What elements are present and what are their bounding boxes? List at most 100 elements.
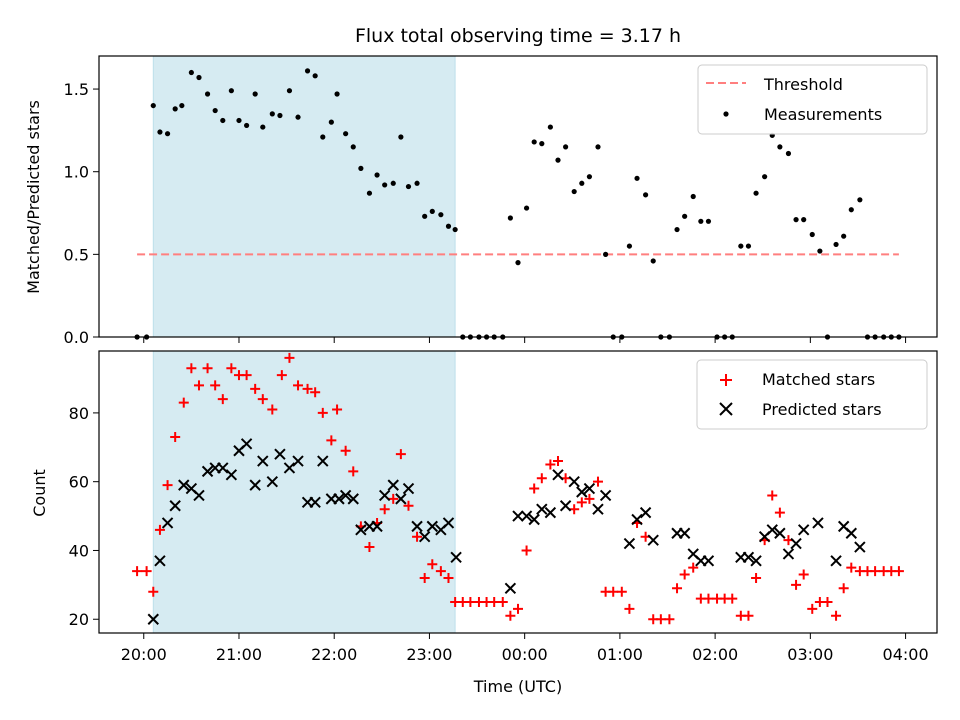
matched-star-point — [576, 497, 587, 508]
predicted-star-point — [845, 527, 858, 539]
predicted-star-point — [426, 520, 439, 533]
bottom-panel: 20 40 60 80 20:00 21:00 22:00 23:00 00:00 01:00 0… — [30, 350, 938, 696]
predicted-star-point — [520, 510, 533, 522]
predicted-star-point — [387, 479, 399, 491]
measurement-point — [220, 117, 226, 124]
measurement-point — [422, 213, 428, 219]
measurement-point — [196, 74, 202, 81]
matched-star-point — [831, 610, 842, 621]
predicted-star-point — [528, 513, 540, 526]
measurement-point — [366, 190, 373, 196]
measurement-point — [848, 207, 854, 213]
measurement-point — [236, 117, 242, 124]
matched-star-point — [326, 435, 337, 446]
measurement-point — [507, 215, 513, 221]
matched-star-point — [672, 583, 683, 594]
measurement-point — [634, 175, 640, 181]
measurement-point — [547, 124, 553, 130]
matched-star-point — [317, 407, 328, 418]
matched-star-point — [584, 493, 595, 504]
measurement-point — [753, 190, 759, 196]
matched-star-point — [893, 566, 904, 577]
matched-star-point — [443, 572, 454, 583]
measurement-point — [523, 205, 530, 211]
predicted-star-point — [639, 506, 652, 519]
predicted-star-point — [161, 517, 174, 529]
matched-star-point — [664, 614, 675, 625]
matched-star-point — [798, 569, 809, 580]
predicted-star-point — [347, 493, 359, 505]
predicted-star-point — [402, 482, 415, 495]
predicted-star-point — [339, 489, 352, 502]
predicted-star-point — [599, 489, 612, 502]
measurement-point — [777, 144, 783, 150]
predicted-star-point — [333, 493, 345, 505]
matched-star-point — [688, 562, 699, 573]
predicted-star-point — [790, 537, 802, 550]
top-plot-frame — [98, 55, 938, 338]
predicted-star-point — [797, 524, 810, 536]
predicted-star-point — [266, 475, 279, 488]
matched-star-point — [751, 572, 762, 583]
predicted-star-point — [355, 524, 367, 536]
matched-star-point — [302, 383, 313, 394]
predicted-star-point — [647, 534, 659, 546]
matched-star-point — [267, 404, 278, 415]
matched-star-point — [552, 456, 563, 467]
measurement-point — [817, 248, 823, 254]
x-tick-label: 03:00 — [787, 645, 833, 664]
measurement-point — [738, 243, 744, 249]
x-tick-label: 02:00 — [692, 645, 738, 664]
predicted-star-point — [169, 500, 181, 512]
matched-star-point — [536, 473, 547, 484]
chart-title: Flux total observing time = 3.17 h — [355, 25, 681, 47]
matched-star-point — [132, 566, 143, 577]
measurement-point — [674, 226, 680, 233]
matched-star-point — [465, 597, 476, 608]
measurement-point — [295, 114, 301, 120]
measurement-point — [374, 172, 380, 178]
bottom-y-axis-label: Count — [30, 469, 49, 517]
top-x-ticks — [143, 337, 907, 343]
predicted-star-point — [309, 496, 321, 509]
predicted-star-point — [623, 537, 636, 550]
matched-star-point — [767, 490, 778, 501]
measurement-point — [603, 251, 609, 257]
x-axis-label: Time (UTC) — [473, 677, 562, 696]
measurement-point — [452, 226, 458, 233]
matched-star-point — [364, 542, 375, 553]
matched-star-point — [250, 383, 261, 394]
predicted-star-point — [154, 555, 166, 567]
matched-star-point — [379, 504, 390, 515]
matched-star-point — [545, 459, 556, 470]
matched-star-point — [419, 572, 430, 583]
predicted-star-point — [442, 517, 455, 529]
measurement-point — [304, 68, 311, 74]
x-tick-label: 00:00 — [502, 645, 548, 664]
y-tick-label: 1.0 — [64, 163, 89, 182]
bottom-highlight-span — [152, 350, 456, 634]
measurement-point — [438, 212, 444, 218]
matched-star-point — [162, 480, 173, 491]
measurement-point — [228, 88, 234, 94]
matched-star-point — [838, 583, 849, 594]
y-tick-label: 0.5 — [64, 245, 89, 264]
matched-star-point — [388, 493, 399, 504]
measurement-point — [650, 258, 656, 264]
bottom-legend: Matched stars Predicted stars — [696, 359, 928, 430]
measurement-point — [801, 217, 807, 223]
measurement-point — [682, 213, 688, 219]
matched-star-point — [226, 363, 237, 374]
matched-star-point — [513, 603, 523, 614]
measurement-point — [188, 69, 194, 76]
predicted-star-point — [812, 517, 824, 529]
measurement-point — [312, 73, 318, 79]
predicted-star-point — [750, 555, 762, 567]
matched-star-point — [193, 380, 204, 391]
measurement-point — [626, 243, 633, 249]
matched-star-point — [870, 566, 881, 577]
matched-star-point — [178, 397, 189, 408]
measurement-point — [793, 217, 799, 223]
x-tick-label: 23:00 — [406, 645, 452, 664]
measurement-point — [358, 165, 364, 171]
